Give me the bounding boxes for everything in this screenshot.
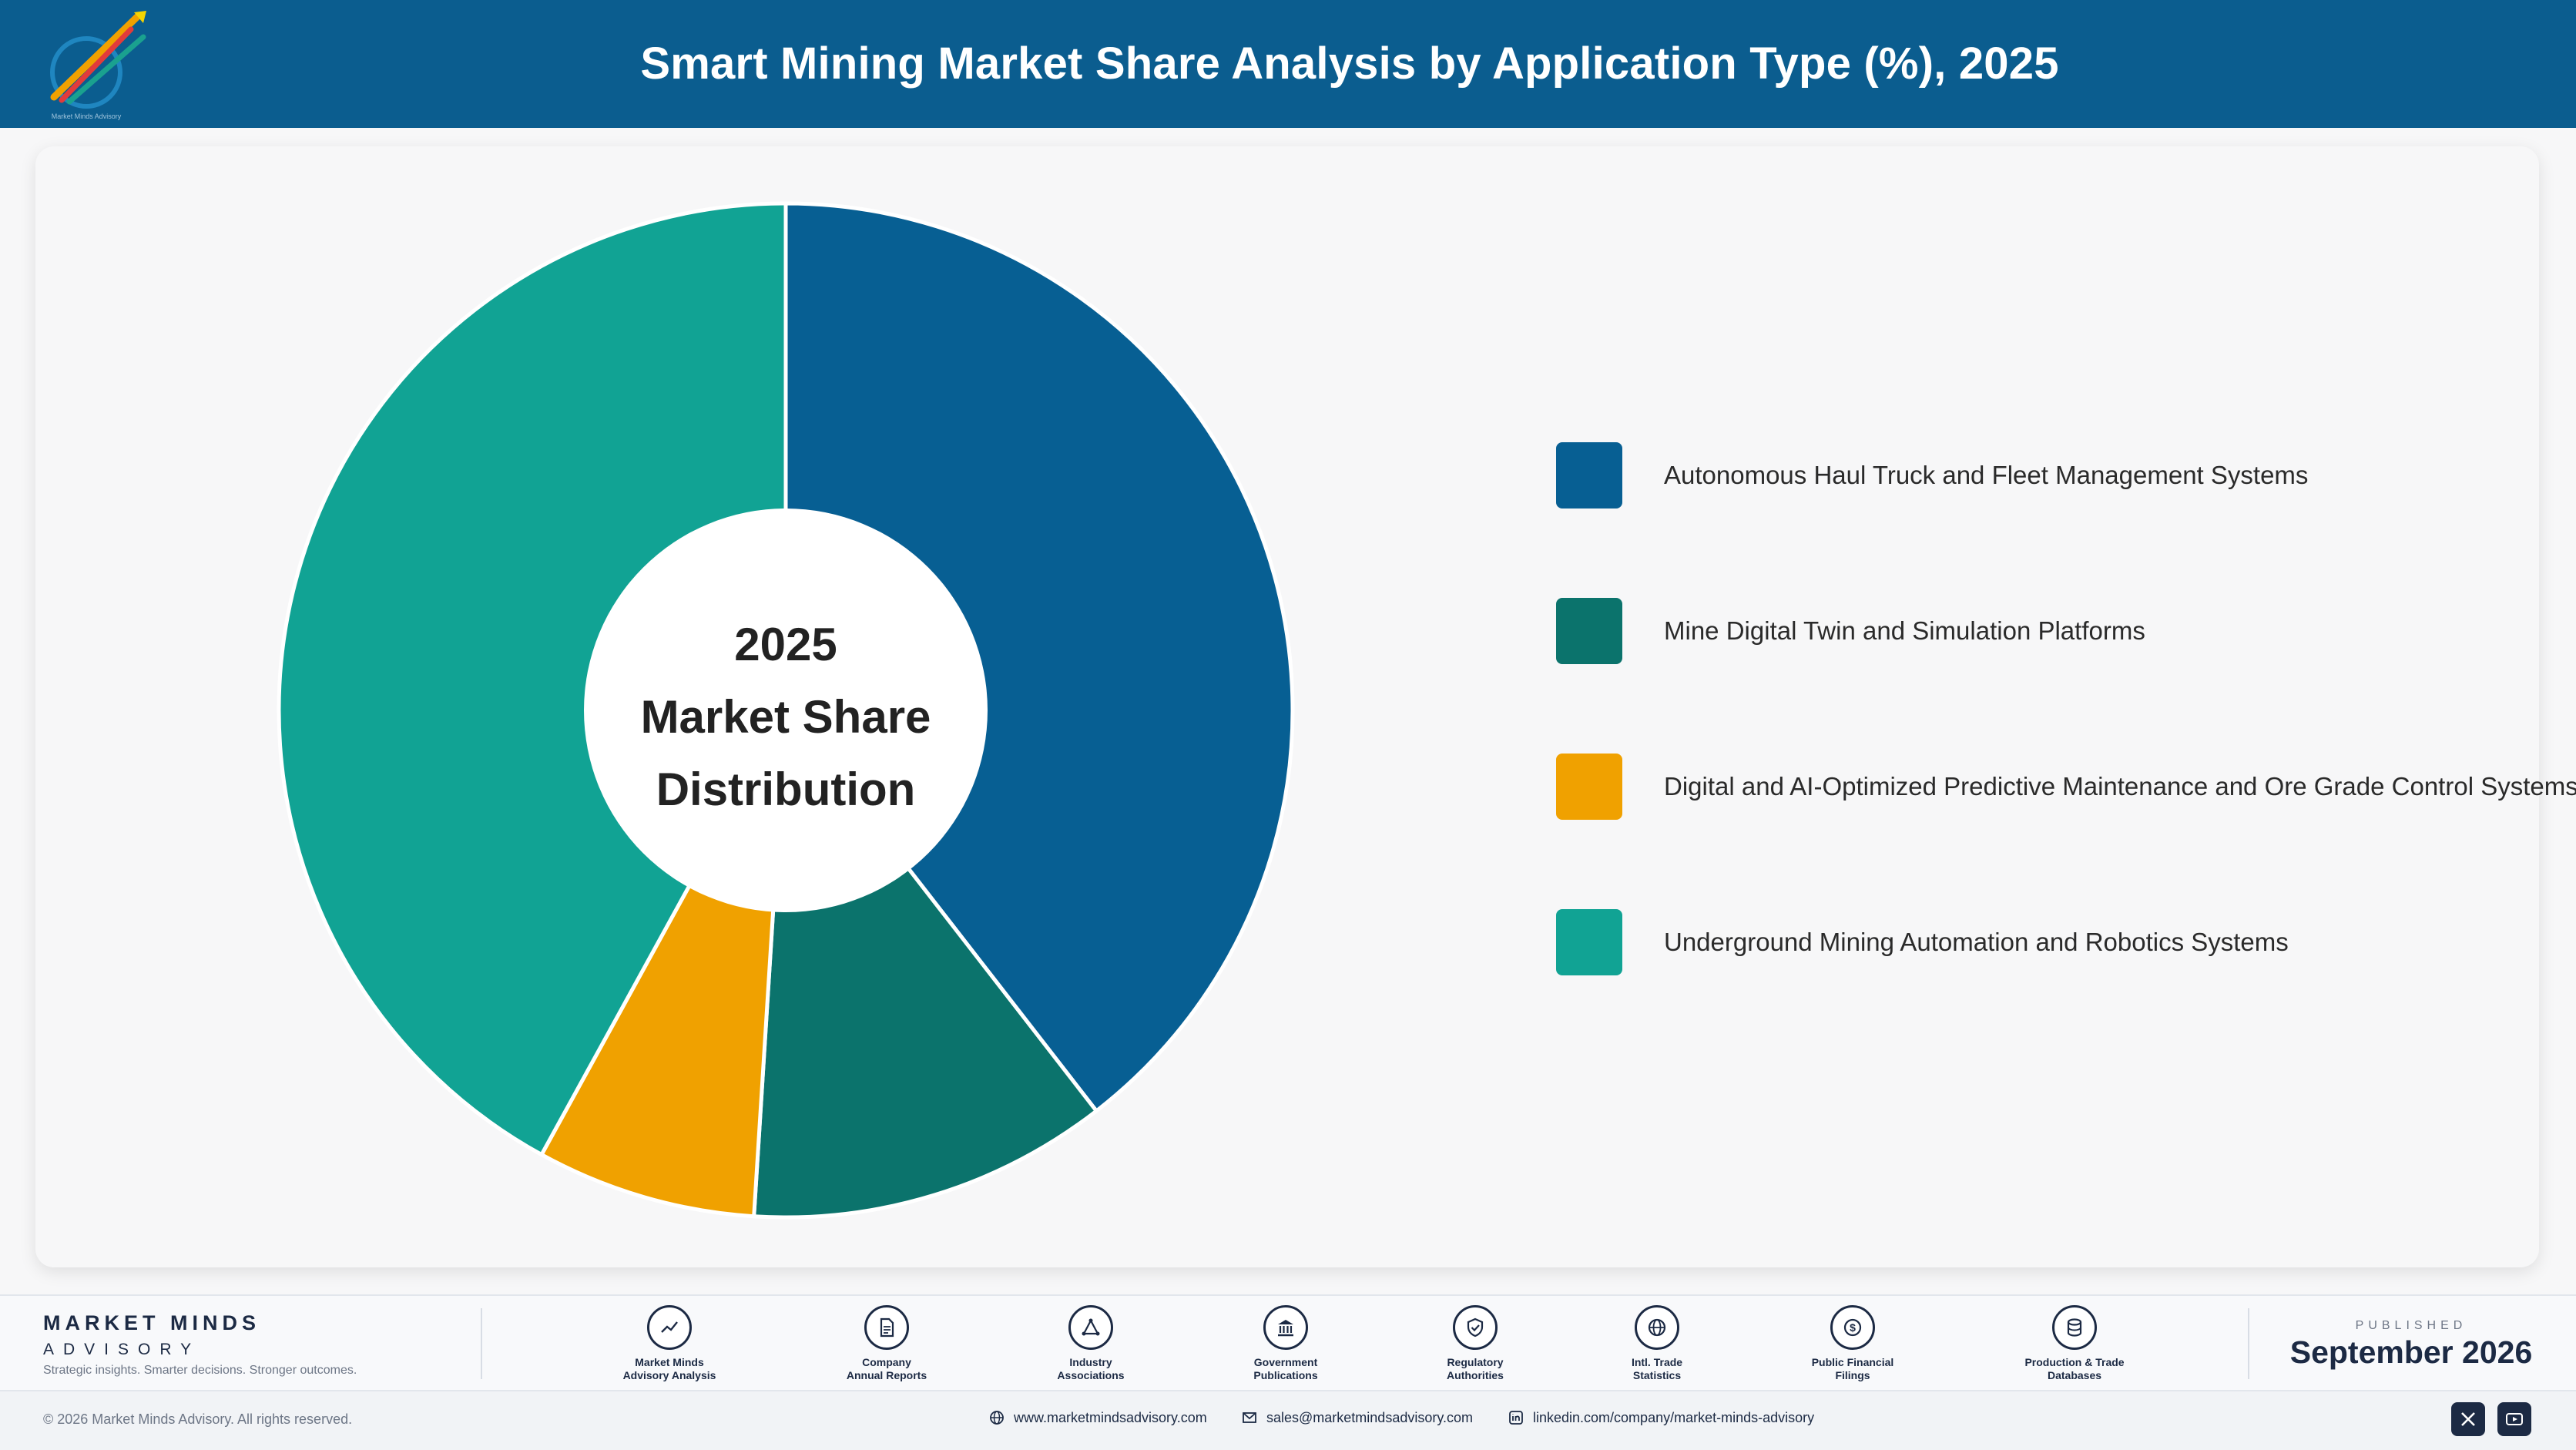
footer-sources-bar: MARKET MINDS ADVISORY Strategic insights… xyxy=(0,1294,2576,1391)
linkedin-link[interactable]: linkedin.com/company/market-minds-adviso… xyxy=(1508,1410,1814,1426)
source-label: Industry Associations xyxy=(1057,1356,1125,1381)
legend-label: Digital and AI-Optimized Predictive Main… xyxy=(1664,772,2576,801)
email-link[interactable]: sales@marketmindsadvisory.com xyxy=(1242,1410,1473,1426)
source-label: Company Annual Reports xyxy=(846,1356,927,1381)
copyright: © 2026 Market Minds Advisory. All rights… xyxy=(43,1411,353,1427)
linkedin-text[interactable]: linkedin.com/company/market-minds-adviso… xyxy=(1533,1410,1815,1425)
brand-name: MARKET MINDS xyxy=(43,1311,260,1334)
source-item: Industry Associations xyxy=(1014,1305,1168,1382)
x-social-button[interactable] xyxy=(2451,1402,2485,1436)
source-label: Regulatory Authorities xyxy=(1447,1356,1504,1381)
source-label: Production & Trade Databases xyxy=(2024,1356,2125,1381)
legend-label: Mine Digital Twin and Simulation Platfor… xyxy=(1664,616,2145,645)
logo-caption: Market Minds Advisory xyxy=(52,112,122,120)
legend-item: Digital and AI-Optimized Predictive Main… xyxy=(1556,754,2576,820)
email-text[interactable]: sales@marketmindsadvisory.com xyxy=(1266,1410,1474,1425)
document-icon xyxy=(864,1305,909,1350)
source-item: Government Publications xyxy=(1209,1305,1363,1382)
source-label: Public Financial Filings xyxy=(1811,1356,1894,1381)
source-item: Regulatory Authorities xyxy=(1398,1305,1552,1382)
brand-subtitle: ADVISORY xyxy=(43,1341,201,1358)
legend-swatch xyxy=(1556,754,1622,820)
pie-chart xyxy=(277,201,1295,1217)
legend-swatch xyxy=(1556,442,1622,509)
legend-swatch xyxy=(1556,598,1622,664)
footer: MARKET MINDS ADVISORY Strategic insights… xyxy=(0,1294,2576,1450)
youtube-icon xyxy=(2506,1413,2523,1425)
source-item: Intl. Trade Statistics xyxy=(1580,1305,1734,1382)
youtube-social-button[interactable] xyxy=(2497,1402,2531,1436)
source-item: $ Public Financial Filings xyxy=(1776,1305,1930,1382)
legend-item: Underground Mining Automation and Roboti… xyxy=(1556,909,2558,975)
linkedin-icon xyxy=(1509,1411,1523,1425)
globe-icon xyxy=(1635,1305,1679,1350)
center-label-line-2: Market Share xyxy=(640,691,931,743)
legend-swatch xyxy=(1556,909,1622,975)
source-item: Market Minds Advisory Analysis xyxy=(592,1305,746,1382)
mail-icon xyxy=(1243,1412,1256,1423)
header-bar: Market Minds Advisory Smart Mining Marke… xyxy=(0,0,2576,128)
pie-slice-4 xyxy=(277,201,788,1158)
legend-item: Mine Digital Twin and Simulation Platfor… xyxy=(1556,598,2558,664)
logo-icon: Market Minds Advisory xyxy=(50,11,146,120)
published-date: September 2026 xyxy=(2289,1334,2533,1370)
divider xyxy=(481,1308,482,1379)
network-icon xyxy=(1068,1305,1113,1350)
divider xyxy=(2248,1308,2249,1379)
source-label: Market Minds Advisory Analysis xyxy=(622,1356,716,1381)
trend-line-icon xyxy=(647,1305,692,1350)
legend-label: Autonomous Haul Truck and Fleet Manageme… xyxy=(1664,461,2309,489)
source-label: Government Publications xyxy=(1253,1356,1318,1381)
donut-hole xyxy=(584,509,988,912)
page-title: Smart Mining Market Share Analysis by Ap… xyxy=(640,39,2059,89)
source-item: Production & Trade Databases xyxy=(1997,1305,2152,1382)
globe-icon xyxy=(990,1411,1004,1425)
x-icon xyxy=(2461,1412,2475,1426)
shield-check-icon xyxy=(1453,1305,1498,1350)
published-label: PUBLISHED xyxy=(2355,1319,2467,1332)
website-text[interactable]: www.marketmindsadvisory.com xyxy=(1014,1410,1207,1425)
svg-text:$: $ xyxy=(1850,1321,1856,1334)
source-label: Intl. Trade Statistics xyxy=(1631,1356,1683,1381)
database-icon xyxy=(2052,1305,2097,1350)
center-label-line-3: Distribution xyxy=(656,764,916,815)
website-link[interactable]: www.marketmindsadvisory.com xyxy=(989,1410,1207,1426)
source-item: Company Annual Reports xyxy=(810,1305,964,1382)
chart-center-label: 2025 Market Share Distribution xyxy=(597,609,974,826)
legend-item: Autonomous Haul Truck and Fleet Manageme… xyxy=(1556,442,2558,509)
legend-label: Underground Mining Automation and Roboti… xyxy=(1664,928,2289,956)
dollar-coin-icon: $ xyxy=(1830,1305,1875,1350)
pie-slice-1 xyxy=(783,201,1295,1114)
center-label-line-1: 2025 xyxy=(734,619,837,670)
brand-tagline: Strategic insights. Smarter decisions. S… xyxy=(43,1364,357,1377)
government-building-icon xyxy=(1263,1305,1308,1350)
